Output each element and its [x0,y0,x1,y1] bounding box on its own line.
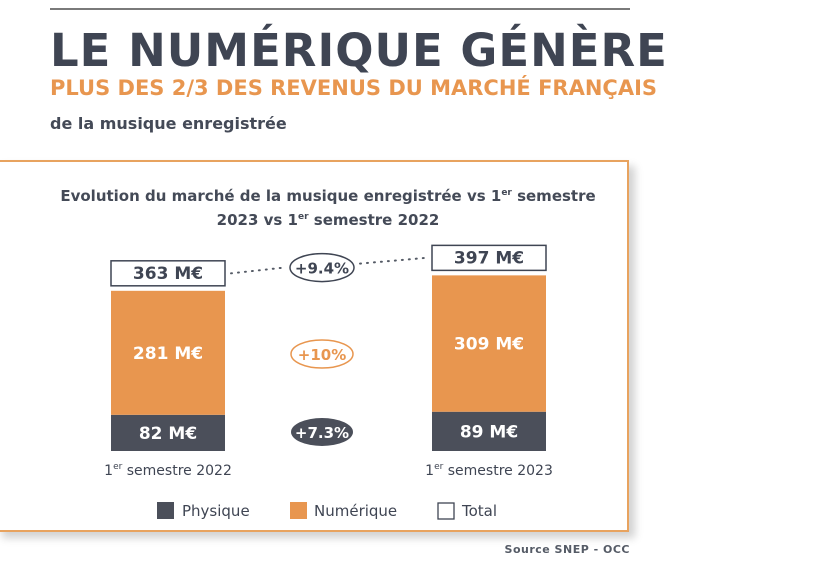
bar-physique [111,414,225,451]
chart-title-line2: 2023 vs 1er semestre 2022 [217,211,440,229]
total-connector-right [359,256,427,265]
intro-text: de la musique enregistrée [50,114,287,133]
subheadline: PLUS DES 2/3 DES REVENUS DU MARCHÉ FRANÇ… [50,76,658,100]
total-connector-left [230,266,285,275]
change-total-badge [289,252,355,283]
data-label-physique: 89 M€ [460,422,518,442]
change-physique-label: +7.3% [295,424,349,442]
change-physique-badge [291,418,353,446]
data-label-numerique: 281 M€ [133,344,203,364]
x-tick-label: 1er semestre 2023 [425,462,553,479]
bar-numerique [432,275,546,412]
bar-numerique [111,290,225,415]
chart-svg: Evolution du marché de la musique enregi… [60,187,595,520]
bar-physique [432,411,546,451]
legend-swatch-total [437,502,455,520]
chart-title-line1: Evolution du marché de la musique enregi… [60,187,595,205]
change-numerique-label: +10% [298,346,346,364]
change-total-label: +9.4% [295,260,349,278]
legend-label-physique: Physique [182,502,250,520]
x-tick-label: 1er semestre 2022 [104,462,232,479]
data-label-physique: 82 M€ [139,424,197,444]
chart-frame: Evolution du marché de la musique enregi… [0,160,629,532]
top-divider [50,8,630,10]
total-label: 363 M€ [133,264,203,284]
source-note: Source SNEP - OCC [504,543,630,556]
legend-label-numerique: Numérique [314,502,397,520]
total-box [110,260,226,287]
legend-swatch-physique [157,502,174,519]
legend-label-total: Total [461,502,497,520]
legend-swatch-numerique [290,502,307,519]
change-numerique-badge [290,339,354,369]
total-box [431,244,547,272]
total-label: 397 M€ [454,248,524,268]
data-label-numerique: 309 M€ [454,335,524,355]
headline: LE NUMÉRIQUE GÉNÈRE [50,24,668,77]
